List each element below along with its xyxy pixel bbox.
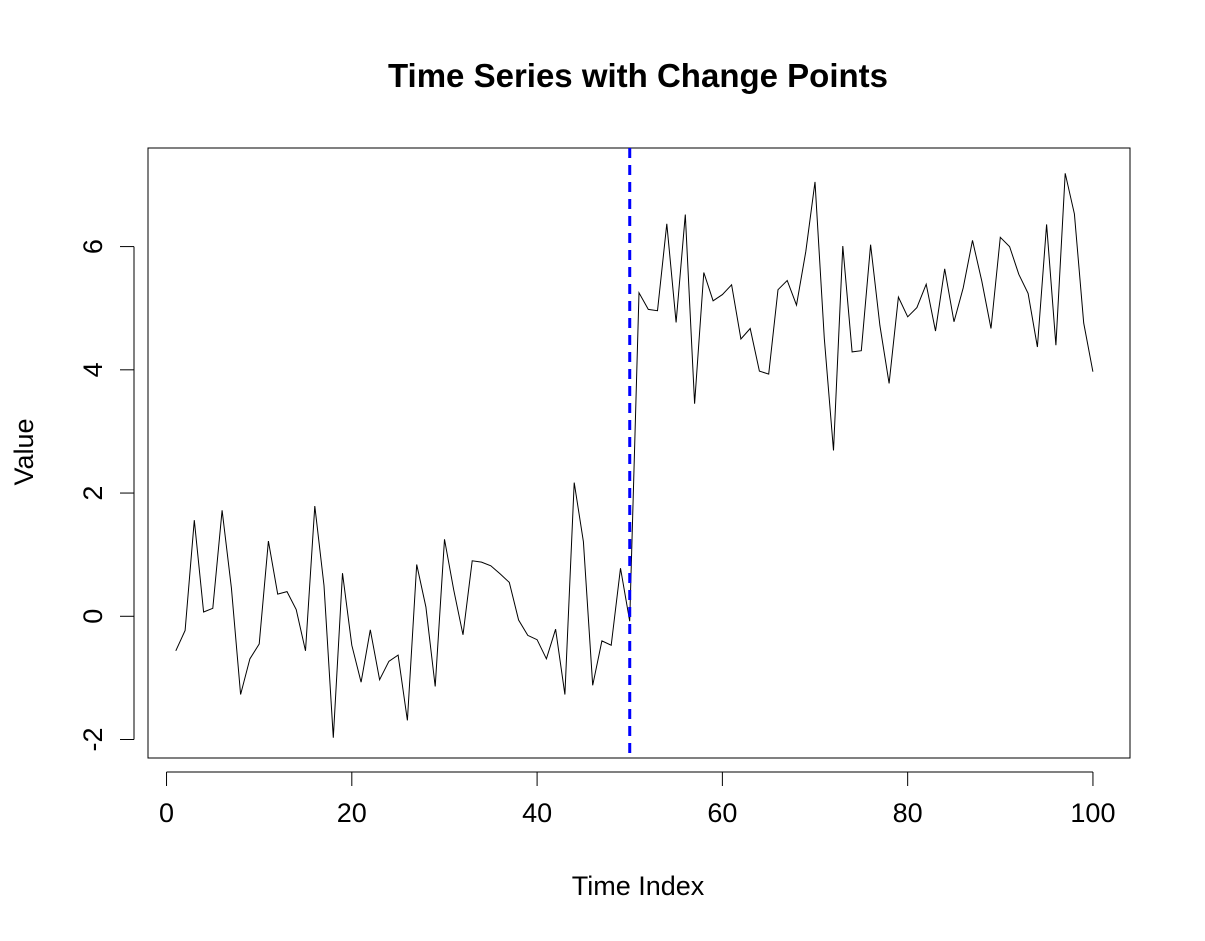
- x-tick-label: 60: [707, 798, 737, 828]
- x-tick-label: 40: [522, 798, 552, 828]
- x-axis-label: Time Index: [572, 871, 705, 901]
- x-tick-label: 0: [159, 798, 174, 828]
- y-tick-label: 4: [78, 362, 108, 377]
- x-tick-label: 100: [1070, 798, 1115, 828]
- plot-frame: [147, 147, 1131, 759]
- x-axis: 0 20 40 60 80 100: [159, 771, 1115, 828]
- plot-area: [175, 148, 1094, 758]
- chart-title: Time Series with Change Points: [388, 57, 888, 94]
- x-tick-label: 20: [337, 798, 367, 828]
- y-tick-label: 2: [78, 486, 108, 501]
- y-tick-label: -2: [78, 728, 108, 752]
- x-tick-label: 80: [893, 798, 923, 828]
- series-line: [175, 173, 1094, 738]
- y-axis: -2 0 2 4 6: [78, 239, 135, 752]
- y-tick-label: 6: [78, 239, 108, 254]
- y-axis-label: Value: [9, 418, 39, 485]
- y-tick-label: 0: [78, 609, 108, 624]
